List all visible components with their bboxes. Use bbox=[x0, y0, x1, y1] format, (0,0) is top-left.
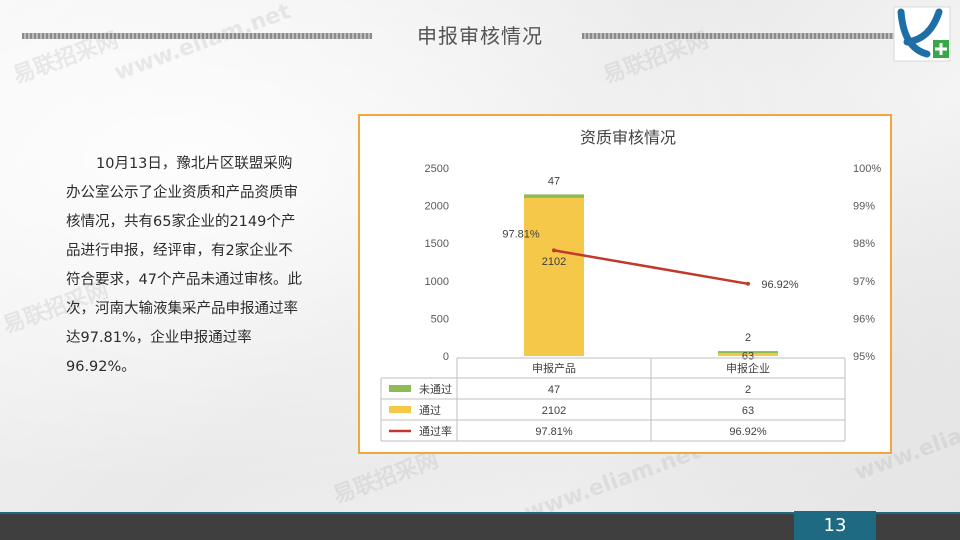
table-cell: 2 bbox=[745, 384, 751, 396]
summary-text: 10月13日，豫北片区联盟采购办公室公示了企业资质和产品资质审核情况，共有65家… bbox=[66, 156, 302, 375]
table-cell: 63 bbox=[742, 405, 754, 417]
page-title: 申报审核情况 bbox=[417, 24, 543, 48]
legend-key bbox=[389, 406, 411, 413]
logo-icon bbox=[893, 6, 951, 62]
qualification-review-chart: 资质审核情况 0 500 1000 1500 2000 2500 95% 96% 97% 98% 9… bbox=[380, 129, 881, 442]
bar-pass-label: 63 bbox=[742, 350, 754, 362]
y-left-tick-label: 1500 bbox=[425, 238, 449, 250]
table-cell: 47 bbox=[548, 384, 560, 396]
legend-key bbox=[389, 385, 411, 392]
table-cell: 2102 bbox=[542, 405, 566, 417]
header: 申报审核情况 bbox=[0, 0, 960, 70]
y-right-tick-label: 98% bbox=[853, 238, 875, 250]
y-right-tick-label: 99% bbox=[853, 201, 875, 213]
bar-pass bbox=[718, 351, 778, 356]
rate-point bbox=[552, 248, 556, 253]
title-rule-left bbox=[22, 33, 372, 39]
category-label: 申报产品 bbox=[532, 361, 576, 375]
title-rule-right bbox=[582, 33, 932, 39]
y-right-tick-label: 100% bbox=[853, 163, 881, 175]
bar-fail-label: 47 bbox=[548, 175, 560, 187]
bar-fail-label: 2 bbox=[745, 332, 751, 344]
page-number: 13 bbox=[794, 511, 876, 540]
bar-fail bbox=[718, 351, 778, 354]
table-cell: 97.81% bbox=[535, 426, 573, 438]
table-row-label: 未通过 bbox=[419, 383, 452, 396]
table-cell: 96.92% bbox=[729, 426, 767, 438]
bar-pass-label: 2102 bbox=[542, 256, 566, 268]
y-right-tick-label: 97% bbox=[853, 276, 875, 288]
table-row-label: 通过 bbox=[419, 404, 441, 417]
chart-title: 资质审核情况 bbox=[580, 129, 676, 147]
bar-pass bbox=[524, 197, 584, 356]
rate-line bbox=[553, 249, 749, 286]
chart-frame: 资质审核情况 0 500 1000 1500 2000 2500 95% 96% 97% 98% 9… bbox=[358, 114, 892, 454]
y-right-tick-label: 95% bbox=[853, 351, 875, 363]
bar-fail bbox=[524, 194, 584, 198]
y-right-tick-label: 96% bbox=[853, 313, 875, 325]
rate-point bbox=[746, 281, 750, 286]
y-left-tick-label: 2000 bbox=[425, 201, 449, 213]
y-left-tick-label: 1000 bbox=[425, 276, 449, 288]
table-row-label: 通过率 bbox=[419, 424, 452, 438]
y-left-tick-label: 0 bbox=[443, 351, 449, 363]
rate-label: 96.92% bbox=[761, 279, 799, 291]
category-label: 申报企业 bbox=[726, 361, 770, 375]
y-left-tick-label: 2500 bbox=[425, 163, 449, 175]
y-left-tick-label: 500 bbox=[431, 313, 449, 325]
rate-label: 97.81% bbox=[502, 228, 540, 240]
